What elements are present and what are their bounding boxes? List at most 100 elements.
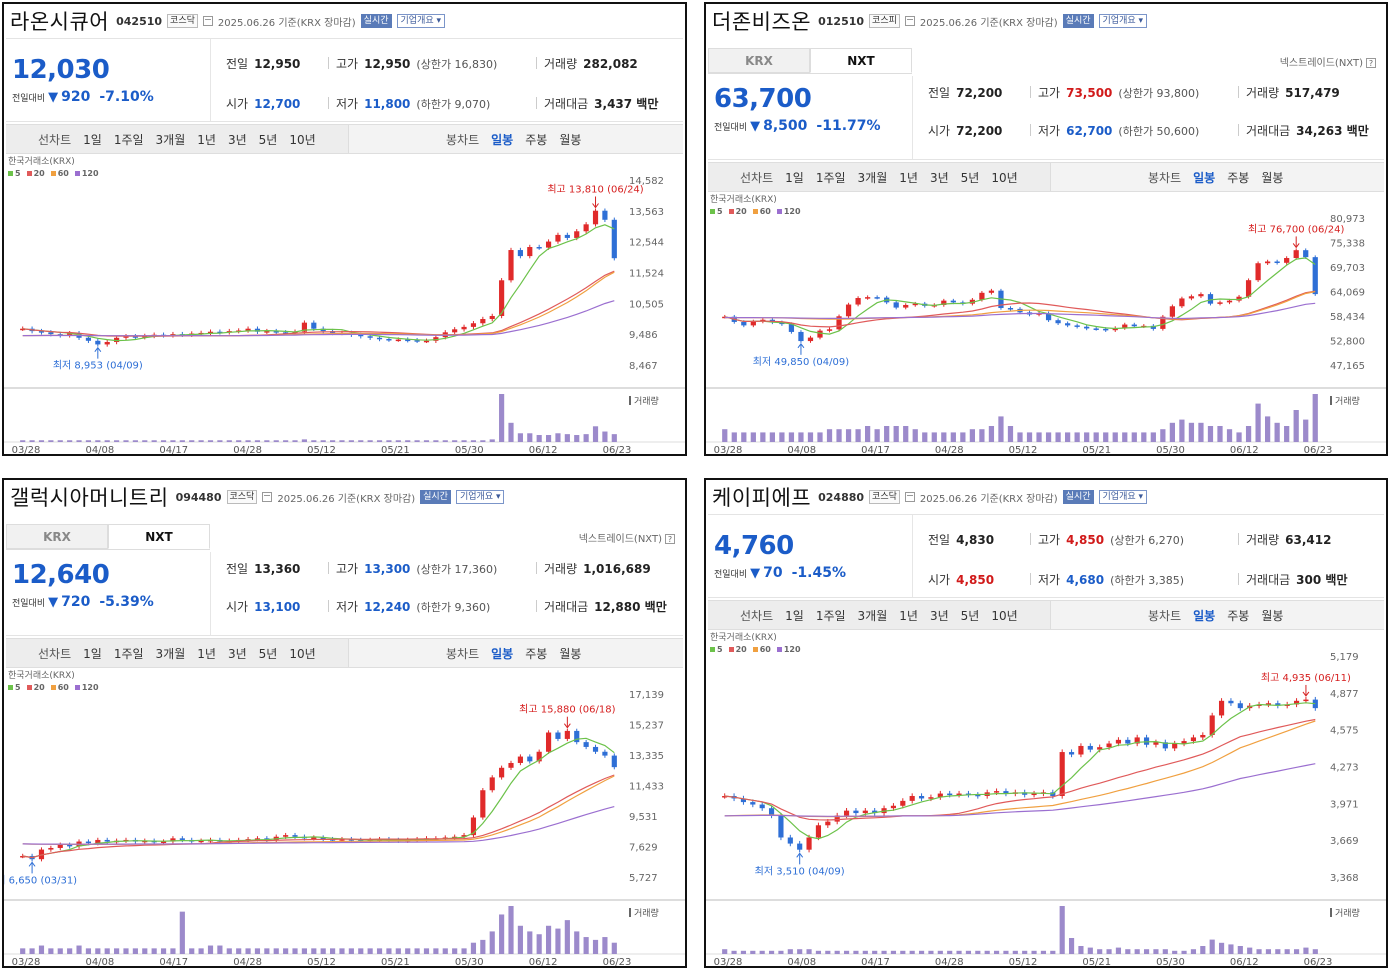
period-option[interactable]: 1주일 <box>815 608 846 623</box>
candle-body <box>900 800 906 806</box>
candle-option[interactable]: 봉차트 <box>446 132 480 147</box>
low-price: 저가 12,240 (하한가 9,360) <box>336 598 490 615</box>
ma-legend: 5 20 60 120 <box>8 682 99 693</box>
candle-option[interactable]: 일봉 <box>1193 170 1216 185</box>
tab-krx[interactable]: KRX <box>708 48 810 73</box>
candle-body <box>1112 328 1118 331</box>
period-option[interactable]: 1주일 <box>815 170 846 185</box>
tab-nxt[interactable]: NXT <box>810 48 912 73</box>
period-option[interactable]: 1일 <box>785 170 804 185</box>
candle-body <box>979 292 985 300</box>
company-overview-dropdown[interactable]: 기업개요 ▾ <box>396 14 446 28</box>
period-option[interactable]: 1년 <box>197 646 216 661</box>
period-option[interactable]: 1일 <box>83 132 102 147</box>
candle-option[interactable]: 봉차트 <box>1148 608 1182 623</box>
trade-volume: 거래량 517,479 <box>1246 84 1340 101</box>
moving-average-line <box>22 737 615 859</box>
trade-volume-value: 517,479 <box>1285 86 1340 100</box>
tab-krx[interactable]: KRX <box>6 524 108 549</box>
realtime-button[interactable]: 실시간 <box>1062 490 1094 504</box>
candle-option[interactable]: 월봉 <box>559 132 582 147</box>
period-option[interactable]: 10년 <box>289 132 316 147</box>
tab-nxt[interactable]: NXT <box>108 524 210 549</box>
y-tick-label: 64,069 <box>1330 288 1365 299</box>
volume-bar <box>151 440 157 442</box>
period-option[interactable]: 3년 <box>227 132 247 147</box>
candle-option[interactable]: 일봉 <box>491 646 514 661</box>
help-icon[interactable]: ? <box>1366 58 1376 68</box>
candle-option[interactable]: 주봉 <box>525 646 548 661</box>
stock-name[interactable]: 케이피에프 <box>712 486 812 510</box>
candle-option[interactable]: 월봉 <box>1261 170 1284 185</box>
moving-average-line <box>724 763 1316 817</box>
period-tabs: 선차트 1일 1주일 3개월 1년 3년 5년 10년 <box>708 163 1051 191</box>
volume-bar <box>564 920 570 954</box>
company-overview-dropdown[interactable]: 기업개요 ▾ <box>1098 490 1148 504</box>
candle-option[interactable]: 봉차트 <box>446 646 480 661</box>
period-option[interactable]: 3개월 <box>857 608 888 623</box>
period-option[interactable]: 1년 <box>899 170 918 185</box>
volume-bar <box>602 937 608 954</box>
realtime-button[interactable]: 실시간 <box>360 14 392 28</box>
high-arrowhead-icon <box>592 203 599 209</box>
period-option[interactable]: 1일 <box>83 646 102 661</box>
period-option[interactable]: 3개월 <box>155 132 186 147</box>
volume-bar <box>1131 432 1137 442</box>
volume-bar <box>499 914 505 954</box>
nxt-link[interactable]: 넥스트레이드(NXT)? <box>1280 54 1376 69</box>
period-option[interactable]: 선차트 <box>38 132 72 147</box>
period-option[interactable]: 10년 <box>991 608 1018 623</box>
period-option[interactable]: 선차트 <box>740 608 774 623</box>
period-option[interactable]: 5년 <box>258 646 278 661</box>
candle-option[interactable]: 월봉 <box>1261 608 1284 623</box>
realtime-button[interactable]: 실시간 <box>1062 14 1094 28</box>
period-option[interactable]: 1년 <box>899 608 918 623</box>
low-price-label: 저가 <box>336 97 359 111</box>
divider <box>1030 533 1031 545</box>
down-arrow-icon: ▼ <box>48 90 59 105</box>
candle-option[interactable]: 주봉 <box>1227 608 1250 623</box>
candle-body <box>903 304 909 308</box>
candle-option[interactable]: 일봉 <box>1193 608 1216 623</box>
period-option[interactable]: 3년 <box>929 608 949 623</box>
period-option[interactable]: 1일 <box>785 608 804 623</box>
period-option[interactable]: 1주일 <box>113 132 144 147</box>
period-option[interactable]: 5년 <box>960 608 980 623</box>
volume-bar <box>517 433 523 442</box>
period-option[interactable]: 선차트 <box>38 646 72 661</box>
period-option[interactable]: 10년 <box>991 170 1018 185</box>
period-option[interactable]: 선차트 <box>740 170 774 185</box>
period-option[interactable]: 3개월 <box>155 646 186 661</box>
company-overview-dropdown[interactable]: 기업개요 ▾ <box>455 490 505 504</box>
period-option[interactable]: 3년 <box>929 170 949 185</box>
divider <box>536 97 537 109</box>
volume-bar <box>330 948 336 954</box>
stock-name[interactable]: 라온시큐어 <box>10 10 110 34</box>
candle-body <box>555 234 561 242</box>
period-option[interactable]: 5년 <box>960 170 980 185</box>
realtime-button[interactable]: 실시간 <box>420 490 451 504</box>
volume-bar <box>104 440 110 442</box>
candle-body <box>1084 326 1090 329</box>
company-overview-dropdown[interactable]: 기업개요 ▾ <box>1098 14 1148 28</box>
period-option[interactable]: 1년 <box>197 132 216 147</box>
candle-option[interactable]: 주봉 <box>525 132 548 147</box>
candle-option[interactable]: 봉차트 <box>1148 170 1182 185</box>
help-icon[interactable]: ? <box>665 534 675 544</box>
candle-option[interactable]: 주봉 <box>1227 170 1250 185</box>
period-option[interactable]: 3년 <box>227 646 247 661</box>
nxt-link[interactable]: 넥스트레이드(NXT)? <box>579 530 675 545</box>
stock-name[interactable]: 더존비즈온 <box>712 10 812 34</box>
period-option[interactable]: 5년 <box>258 132 278 147</box>
period-option[interactable]: 1주일 <box>113 646 144 661</box>
prev-close-label: 전일 <box>928 86 951 100</box>
as-of-date: 2025.06.26 기준(KRX 장마감) <box>277 493 416 505</box>
prev-close: 전일 4,830 <box>928 531 994 548</box>
candle-option[interactable]: 일봉 <box>491 132 514 147</box>
period-option[interactable]: 3개월 <box>857 170 888 185</box>
high-arrowhead-icon <box>563 723 571 729</box>
candle-option[interactable]: 월봉 <box>559 646 582 661</box>
volume-bar <box>179 911 185 954</box>
period-option[interactable]: 10년 <box>289 646 316 661</box>
stock-name[interactable]: 갤럭시아머니트리 <box>10 486 169 510</box>
